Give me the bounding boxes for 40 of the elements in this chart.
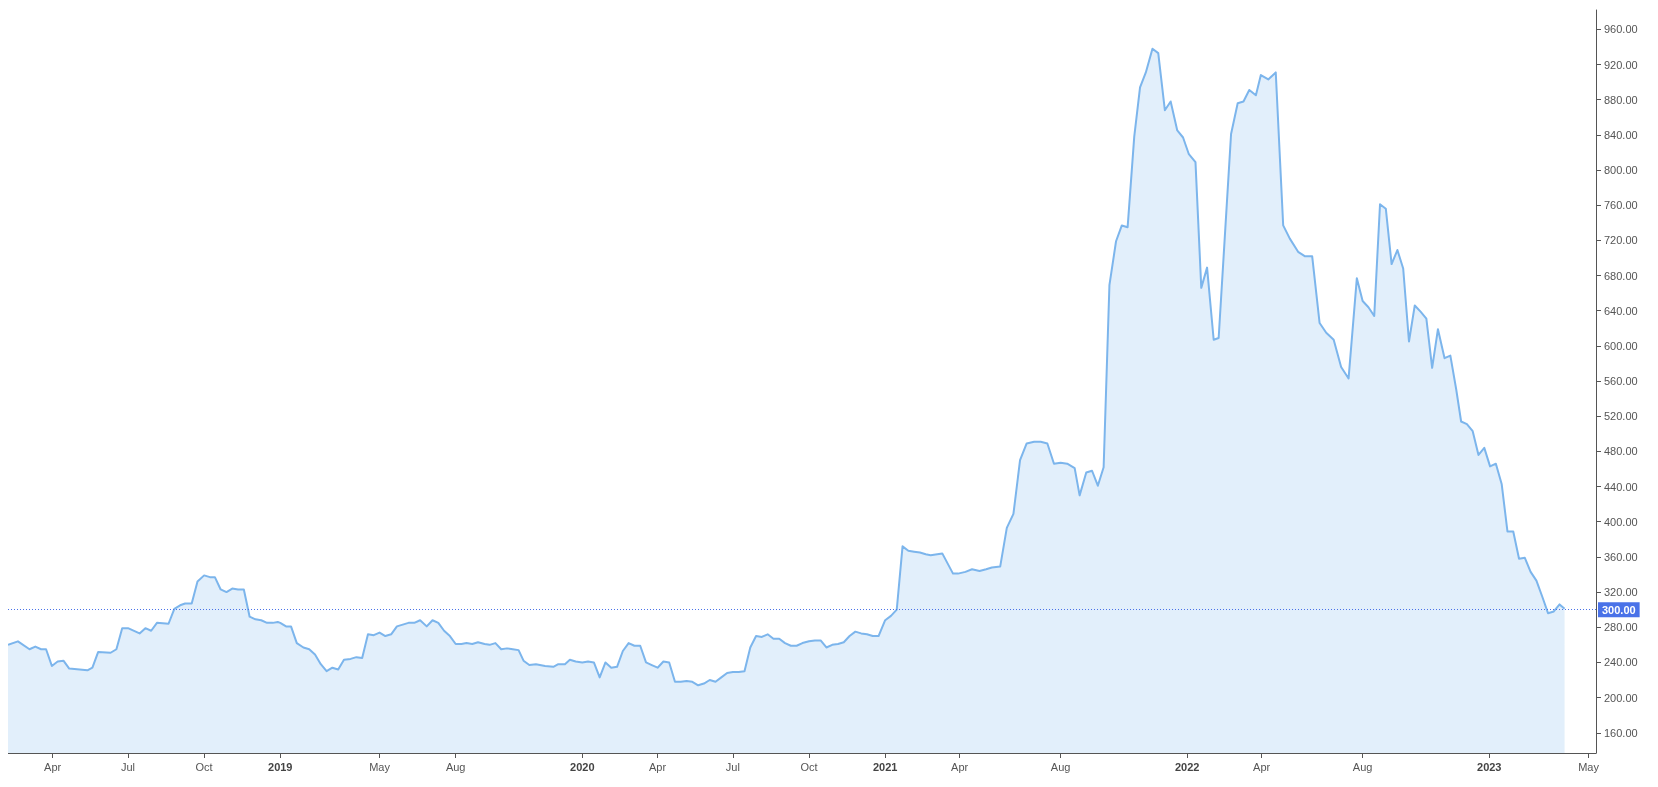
x-tick-label: May [1578,760,1600,773]
x-tick-label: May [369,760,391,773]
x-tick-label: Oct [800,760,818,773]
y-tick-label: 880.00 [1604,93,1638,106]
y-tick-label: 960.00 [1604,23,1638,36]
x-tick-label: Apr [1253,760,1271,773]
x-tick-label: Aug [445,760,466,773]
y-tick-label: 400.00 [1604,515,1638,528]
x-tick-label: Apr [649,760,667,773]
y-tick-label: 560.00 [1604,375,1638,388]
y-tick-label: 280.00 [1604,621,1638,634]
y-tick-label: 320.00 [1604,586,1638,599]
y-tick-label: 640.00 [1604,304,1638,317]
y-tick-label: 480.00 [1604,445,1638,458]
y-tick-label: 760.00 [1604,199,1638,212]
x-tick-label: 2020 [570,760,595,773]
x-tick-label: Apr [951,760,969,773]
ref-line-label: 300.00 [1602,603,1636,616]
x-tick-label: Apr [44,760,62,773]
x-tick-label: Oct [195,760,213,773]
y-tick-label: 840.00 [1604,128,1638,141]
y-tick-label: 680.00 [1604,269,1638,282]
x-tick-label: 2023 [1477,760,1502,773]
y-tick-label: 920.00 [1604,58,1638,71]
y-tick-label: 800.00 [1604,164,1638,177]
y-tick-label: 600.00 [1604,339,1638,352]
x-tick-label: Aug [1050,760,1071,773]
x-tick-label: Jul [120,760,136,773]
x-tick-label: 2022 [1174,760,1200,773]
y-tick-label: 160.00 [1604,726,1638,739]
y-tick-label: 360.00 [1604,550,1638,563]
y-tick-label: 440.00 [1604,480,1638,493]
y-tick-label: 200.00 [1604,691,1638,704]
y-tick-label: 240.00 [1604,656,1638,669]
x-tick-label: Jul [725,760,740,773]
x-tick-label: 2021 [872,760,898,773]
y-tick-label: 720.00 [1604,234,1638,247]
x-tick-label: Aug [1352,760,1373,773]
y-tick-label: 520.00 [1604,410,1638,423]
x-tick-label: 2019 [268,760,293,773]
